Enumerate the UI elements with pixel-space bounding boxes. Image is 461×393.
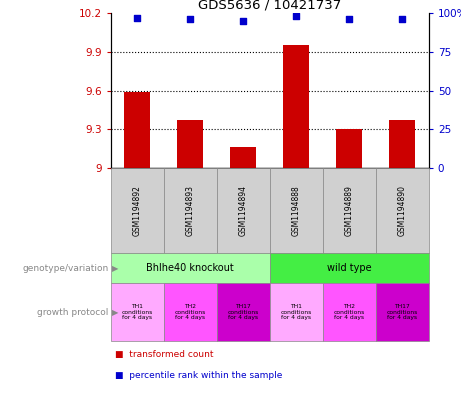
Bar	[124, 92, 150, 168]
Text: GSM1194888: GSM1194888	[292, 185, 301, 236]
Bar	[217, 168, 270, 253]
Text: GSM1194894: GSM1194894	[239, 185, 248, 236]
Text: wild type: wild type	[327, 263, 372, 273]
Bar	[336, 129, 362, 168]
Bar	[111, 168, 164, 253]
Point	[292, 13, 300, 19]
Bar	[389, 120, 415, 168]
Bar	[164, 283, 217, 341]
Bar	[164, 168, 217, 253]
Bar	[376, 168, 429, 253]
Title: GDS5636 / 10421737: GDS5636 / 10421737	[198, 0, 341, 12]
Bar	[111, 253, 270, 283]
Bar	[270, 168, 323, 253]
Bar	[270, 253, 429, 283]
Text: TH2
conditions
for 4 days: TH2 conditions for 4 days	[175, 304, 206, 320]
Text: TH17
conditions
for 4 days: TH17 conditions for 4 days	[228, 304, 259, 320]
Text: ■  percentile rank within the sample: ■ percentile rank within the sample	[115, 371, 283, 380]
Bar	[323, 168, 376, 253]
Bar	[177, 120, 203, 168]
Text: Bhlhe40 knockout: Bhlhe40 knockout	[146, 263, 234, 273]
Point	[240, 18, 247, 24]
Text: ▶: ▶	[112, 308, 118, 317]
Text: TH17
conditions
for 4 days: TH17 conditions for 4 days	[387, 304, 418, 320]
Text: ■  transformed count: ■ transformed count	[115, 350, 214, 359]
Bar	[323, 283, 376, 341]
Text: TH1
conditions
for 4 days: TH1 conditions for 4 days	[281, 304, 312, 320]
Text: TH2
conditions
for 4 days: TH2 conditions for 4 days	[334, 304, 365, 320]
Text: GSM1194890: GSM1194890	[398, 185, 407, 236]
Point	[186, 16, 194, 22]
Text: GSM1194889: GSM1194889	[345, 185, 354, 236]
Text: TH1
conditions
for 4 days: TH1 conditions for 4 days	[122, 304, 153, 320]
Point	[398, 16, 406, 22]
Point	[134, 15, 141, 21]
Text: ▶: ▶	[112, 264, 118, 273]
Bar	[217, 283, 270, 341]
Text: genotype/variation: genotype/variation	[22, 264, 108, 273]
Text: GSM1194893: GSM1194893	[186, 185, 195, 236]
Text: GSM1194892: GSM1194892	[133, 185, 142, 236]
Point	[345, 16, 353, 22]
Bar	[111, 283, 164, 341]
Bar	[376, 283, 429, 341]
Bar	[230, 147, 256, 168]
Bar	[283, 45, 309, 168]
Text: growth protocol: growth protocol	[37, 308, 108, 317]
Bar	[270, 283, 323, 341]
